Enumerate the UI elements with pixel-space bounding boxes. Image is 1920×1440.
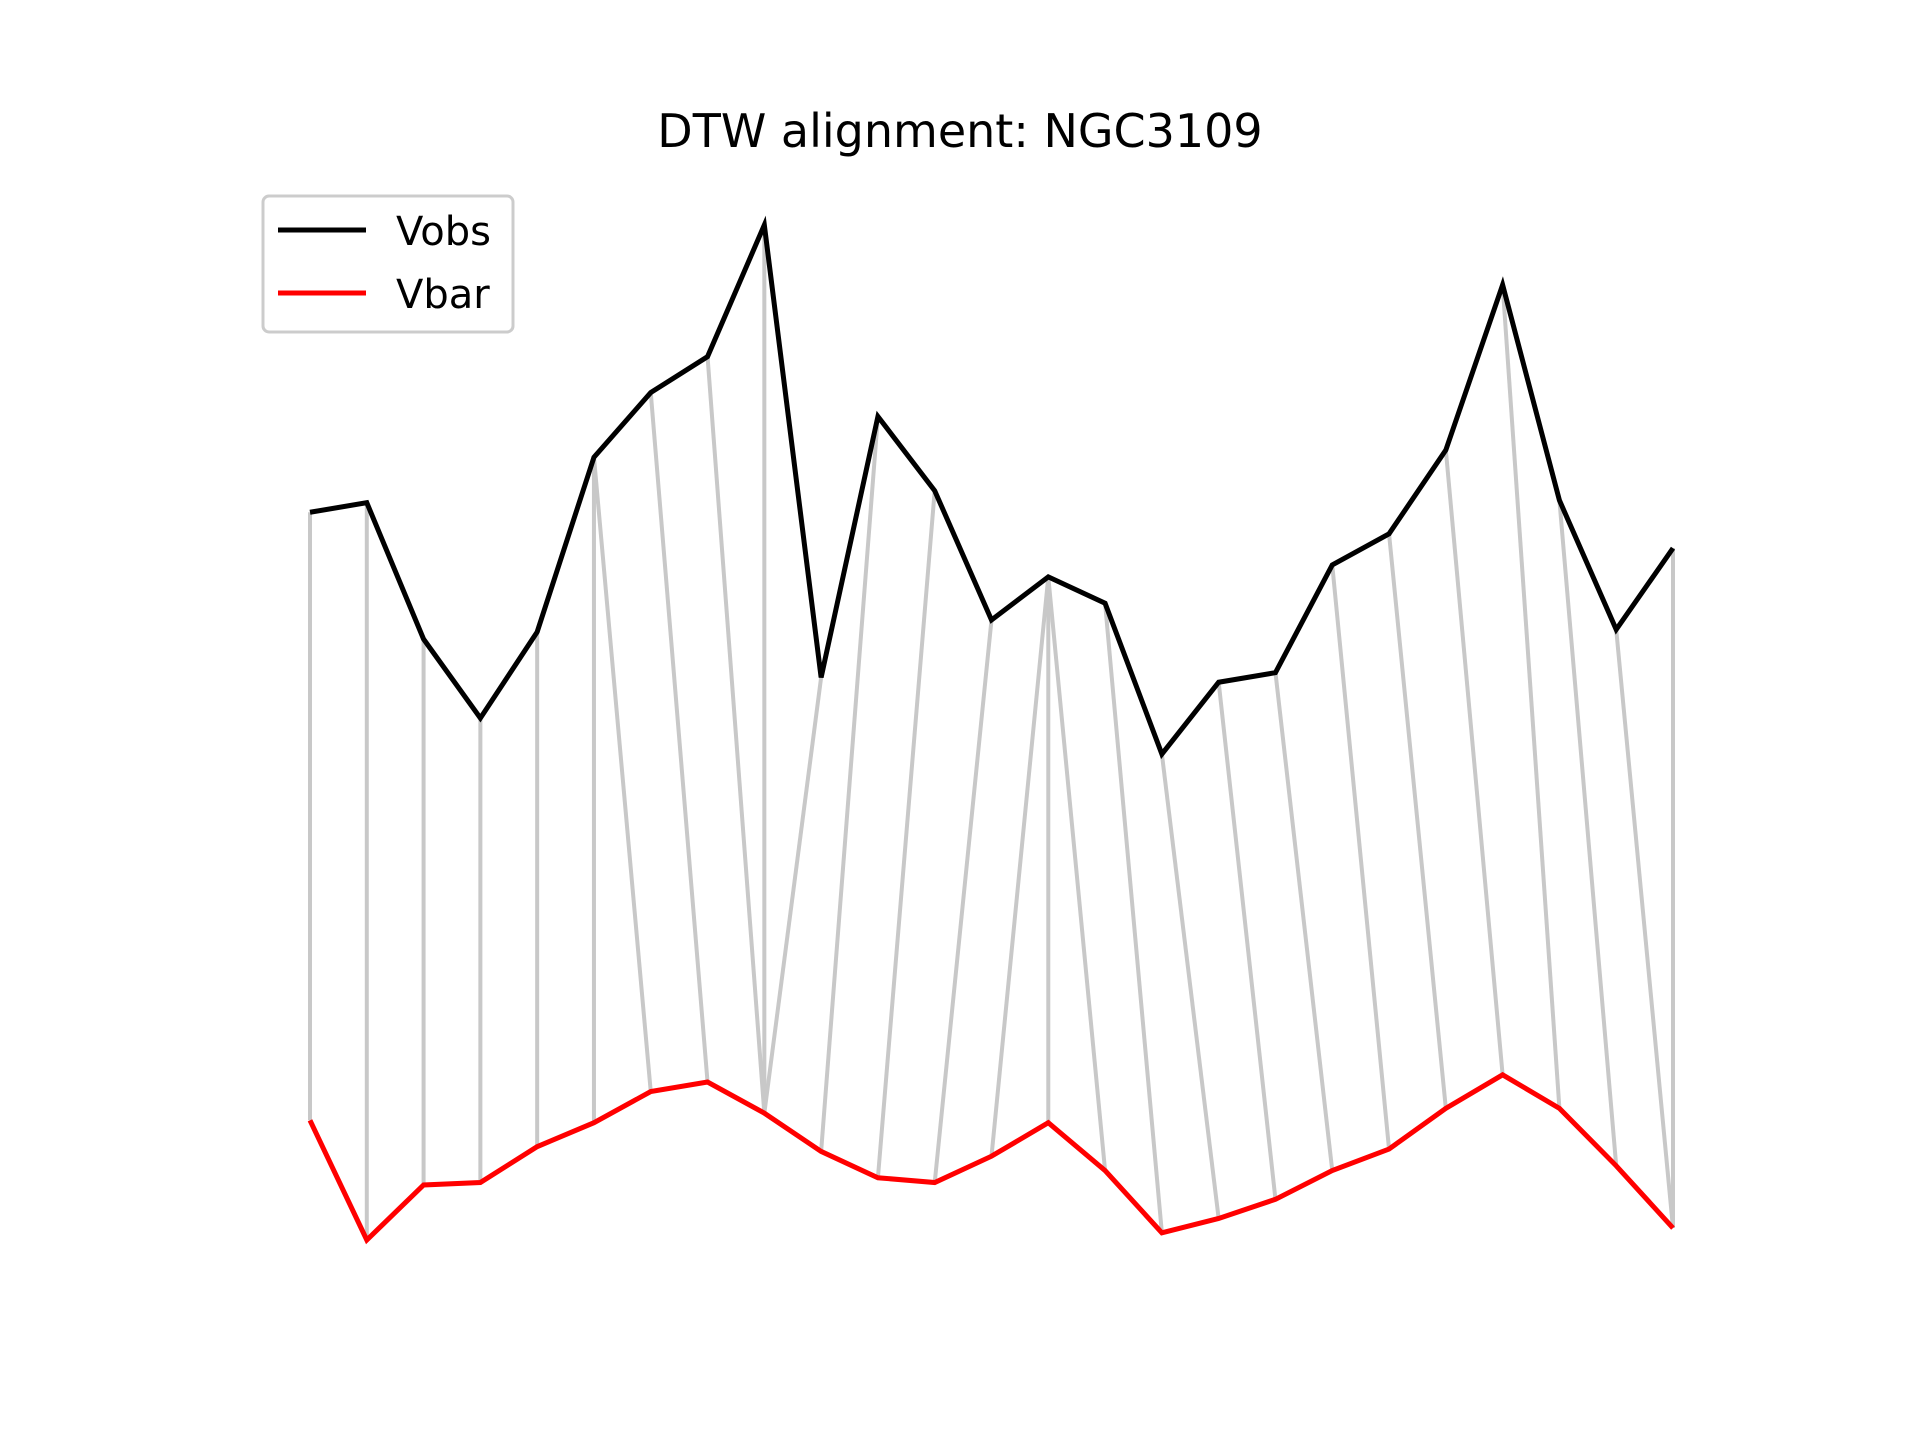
alignment-line-10 [762,677,824,1114]
alignment-line-8 [705,356,767,1114]
series-line-vbar [307,1071,1675,1245]
series-line-vobs [309,215,1676,760]
alignment-line-14 [989,576,1051,1157]
legend: Vobs Vbar [261,194,515,334]
alignment-line-21 [1330,564,1392,1150]
chart-title: DTW alignment: NGC3109 [657,104,1262,158]
alignment-line-16 [1046,576,1108,1171]
alignment-line-17 [1103,603,1164,1233]
legend-label-vobs: Vobs [396,209,491,255]
alignment-line-23 [1443,449,1505,1076]
legend-label-vbar: Vbar [396,272,490,318]
alignment-line-22 [1387,533,1448,1109]
alignment-line-19 [1216,682,1278,1200]
alignment-line-6 [591,457,653,1092]
alignment-line-12 [875,490,937,1178]
alignment-line-26 [1614,629,1675,1229]
alignment-lines [308,225,1675,1240]
alignment-line-20 [1273,672,1335,1171]
alignment-line-18 [1159,753,1221,1219]
alignment-line-13 [932,619,994,1183]
alignment-line-25 [1557,500,1619,1166]
alignment-line-11 [819,416,880,1152]
alignment-line-24 [1500,284,1562,1109]
series-lines [307,215,1676,1245]
alignment-line-7 [648,392,710,1083]
